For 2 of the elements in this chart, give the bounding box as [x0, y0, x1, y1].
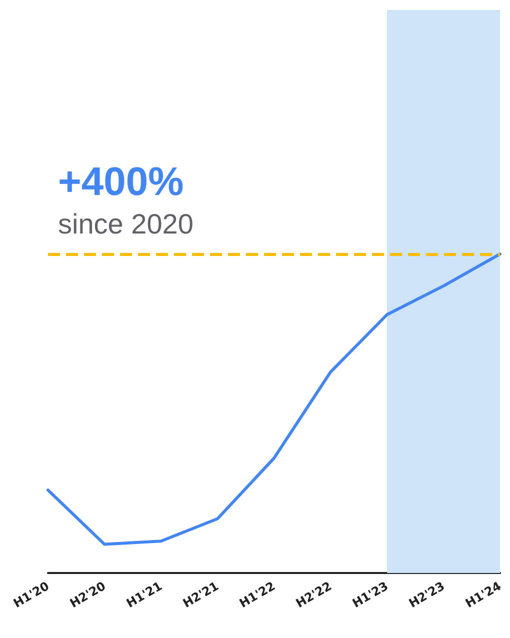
- text: since 2020: [58, 208, 194, 240]
- text: +400%: [58, 160, 184, 204]
